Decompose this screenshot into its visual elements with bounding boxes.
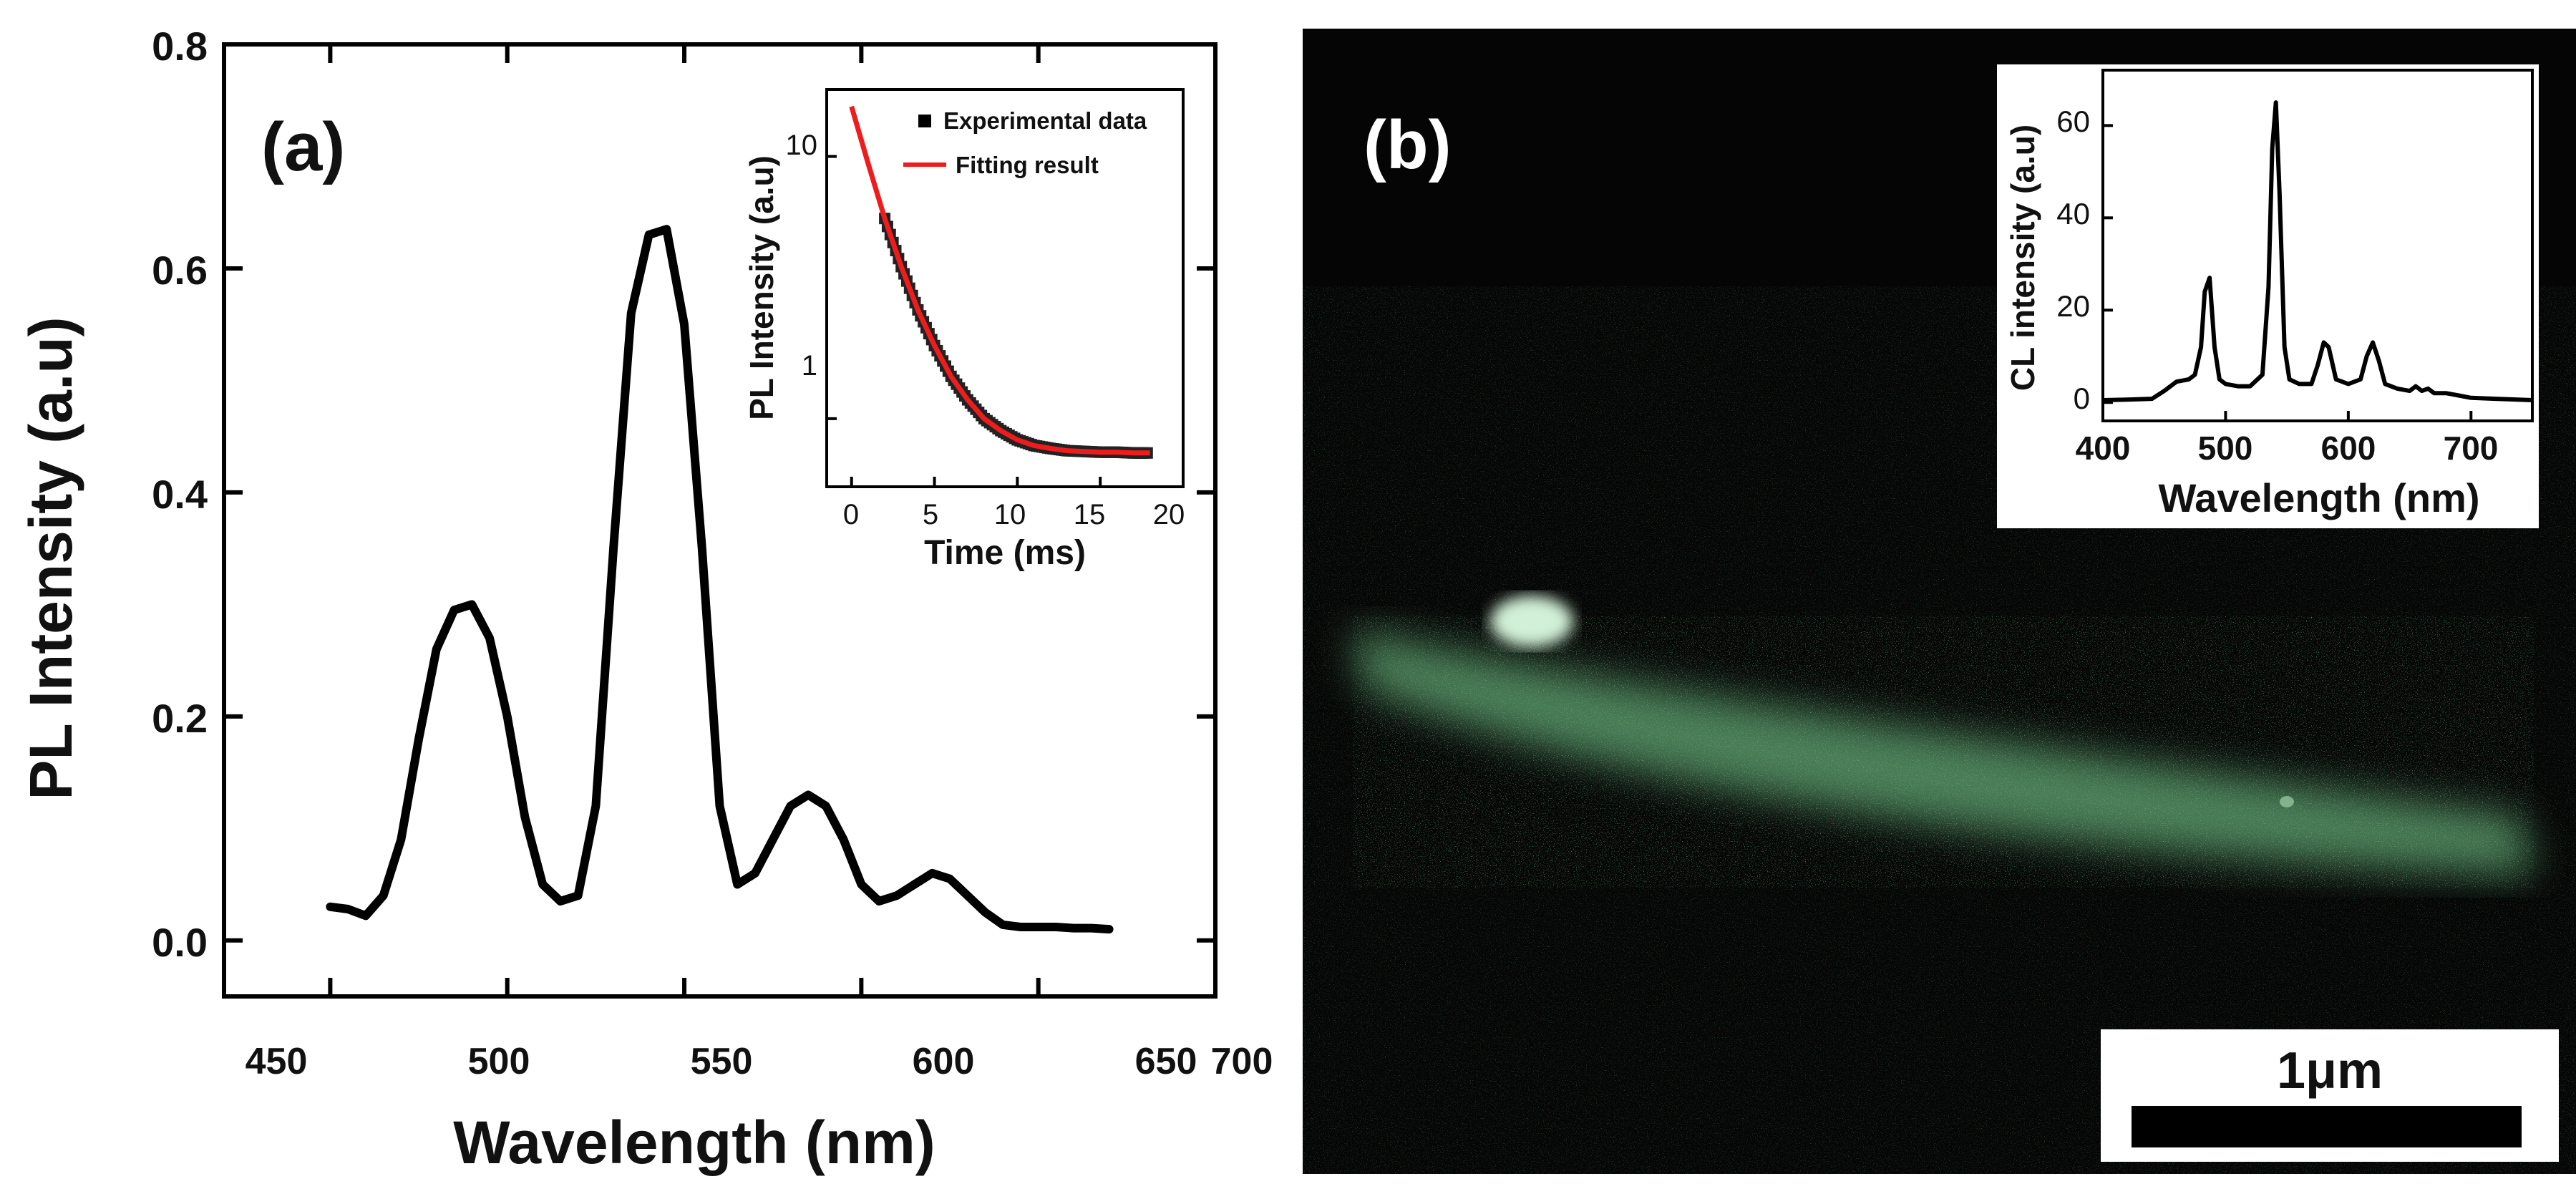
- inset-b-cl-spectrum-line: [2102, 100, 2533, 402]
- inset-b-tick-marks: [2101, 124, 2473, 421]
- panel-a-y-axis-label: PL Intensity (a.u): [17, 316, 84, 800]
- inset-a-y-tick-label: 1: [802, 350, 817, 382]
- panel-b-inset-chart: 400 500 600 700 0 20 40 60 Wavelength (n…: [1997, 64, 2539, 528]
- inset-b-y-tick-label: 20: [2056, 289, 2090, 323]
- bright-spot-small: [2280, 796, 2294, 807]
- inset-a-x-tick-label: 0: [843, 499, 859, 530]
- panel-a-tick-marks: [224, 42, 1217, 996]
- inset-b-y-tick-label: 40: [2056, 197, 2090, 230]
- panel-b-label: (b): [1364, 107, 1452, 183]
- panel-a-x-tick-label: 450: [246, 1041, 308, 1082]
- inset-a-tick-marks: [827, 155, 1185, 487]
- inset-b-x-tick-label: 400: [2076, 429, 2131, 467]
- panel-a-label: (a): [261, 109, 345, 185]
- panel-a-y-tick-label: 0.6: [152, 248, 208, 293]
- inset-a-x-tick-label: 5: [923, 499, 938, 530]
- panel-b-micrograph: [1303, 29, 2576, 1174]
- panel-a-y-tick-label: 0.2: [152, 696, 208, 741]
- inset-a-fitting-line: [849, 105, 1150, 456]
- inset-a-x-tick-labels: 0 5 10 15 20: [843, 499, 1185, 530]
- panel-a-chart: 450 500 550 600 650 700 0.0 0.2 0.4 0.6 …: [17, 24, 1273, 1176]
- inset-a-x-tick-label: 10: [994, 499, 1026, 530]
- panel-a-pl-spectrum-line: [326, 225, 1114, 934]
- scale-bar-label: 1μm: [2277, 1042, 2383, 1100]
- inset-b-y-axis-label: CL intensity (a.u): [2004, 125, 2041, 391]
- inset-b-x-axis-label: Wavelength (nm): [2158, 475, 2479, 520]
- panel-a-x-tick-label: 650: [1135, 1041, 1197, 1082]
- inset-a-plot-frame: [825, 88, 1185, 488]
- scale-bar: 1μm: [2101, 1029, 2559, 1162]
- inset-b-x-tick-label: 500: [2198, 429, 2253, 467]
- panel-a-y-tick-label: 0.4: [152, 472, 208, 517]
- panel-a-x-tick-label: 700: [1211, 1041, 1273, 1082]
- legend-marker-experimental: [918, 115, 931, 127]
- inset-a-y-tick-label: 10: [786, 130, 818, 161]
- panel-a-x-tick-labels: 450 500 550 600 650 700: [246, 1041, 1273, 1082]
- inset-a-x-axis-label: Time (ms): [924, 534, 1086, 572]
- legend-label-experimental: Experimental data: [943, 107, 1147, 134]
- inset-b-y-tick-label: 60: [2056, 105, 2090, 138]
- inset-b-y-tick-label: 0: [2074, 382, 2090, 415]
- panel-a-x-axis-label: Wavelength (nm): [453, 1109, 935, 1176]
- inset-b-x-tick-labels: 400 500 600 700: [2076, 429, 2499, 467]
- inset-b-y-tick-labels: 0 20 40 60: [2056, 105, 2090, 415]
- panel-a-y-tick-label: 0.8: [152, 24, 208, 69]
- inset-b-x-tick-label: 700: [2444, 429, 2499, 467]
- bright-spot: [1490, 596, 1573, 647]
- inset-a-legend: Experimental data Fitting result: [903, 107, 1147, 178]
- panel-a-inset-chart: 0 5 10 15 20 1 10 Time (ms) PL Intensity…: [743, 88, 1185, 572]
- inset-b-plot-frame: [2101, 69, 2534, 422]
- scale-bar-line: [2132, 1106, 2522, 1147]
- inset-a-y-axis-label: PL Intensity (a.u): [743, 155, 780, 420]
- panel-a-plot-frame: [222, 42, 1217, 999]
- legend-label-fitting: Fitting result: [956, 152, 1099, 178]
- inset-a-x-tick-label: 15: [1074, 499, 1106, 530]
- inset-a-x-tick-label: 20: [1153, 499, 1185, 530]
- panel-a-y-tick-labels: 0.0 0.2 0.4 0.6 0.8: [152, 24, 208, 965]
- panel-a-x-tick-label: 550: [691, 1041, 753, 1082]
- inset-b-x-tick-label: 600: [2321, 429, 2376, 467]
- panel-a-x-tick-label: 500: [468, 1041, 530, 1082]
- panel-a-y-tick-label: 0.0: [152, 920, 208, 965]
- inset-a-y-tick-labels: 1 10: [786, 130, 818, 382]
- panel-a-x-tick-label: 600: [913, 1041, 975, 1082]
- nanowire-texture: [1353, 616, 2534, 888]
